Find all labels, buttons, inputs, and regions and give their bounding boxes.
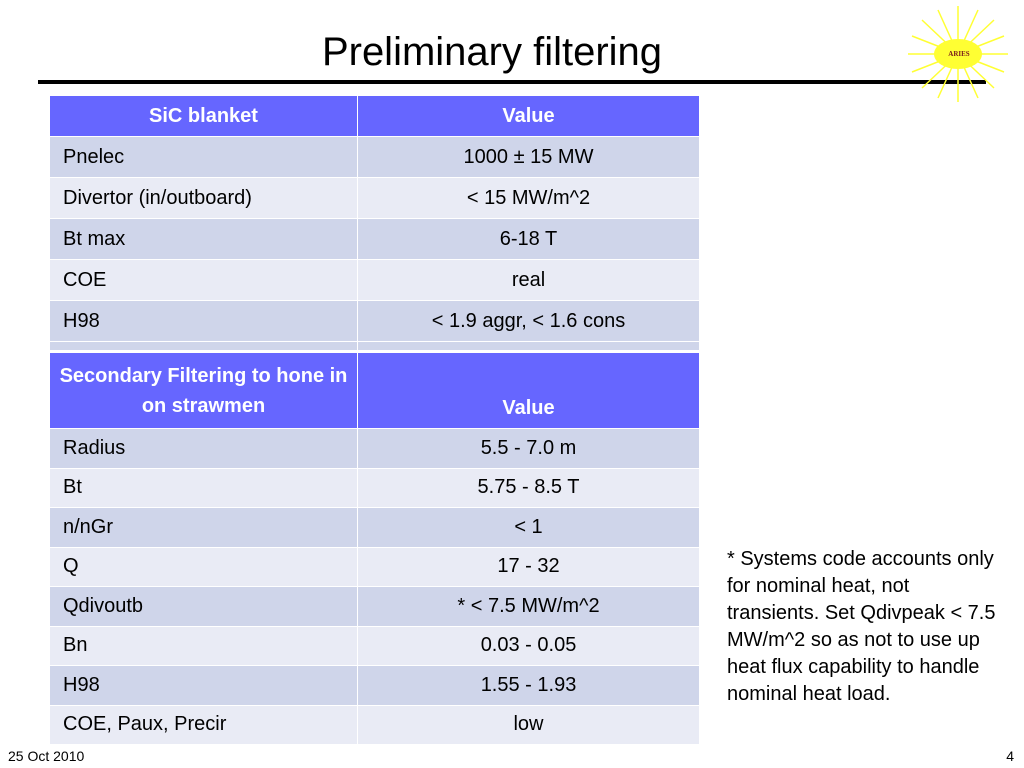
value-cell: 1.55 - 1.93 <box>357 665 700 706</box>
value-cell: 5.75 - 8.5 T <box>357 467 700 508</box>
secondary-filtering-table: Secondary Filtering to hone in on strawm… <box>49 352 700 745</box>
table-row: H98 1.55 - 1.93 <box>49 665 700 706</box>
slide-title: Preliminary filtering <box>321 30 663 74</box>
table-row: n/nGr < 1 <box>49 507 700 548</box>
table-row: H98 < 1.9 aggr, < 1.6 cons <box>49 300 700 342</box>
parameter-cell: COE <box>49 259 358 301</box>
column-header: SiC blanket <box>49 95 358 137</box>
parameter-cell: COE, Paux, Precir <box>49 704 358 745</box>
parameter-cell: Q <box>49 546 358 587</box>
parameter-cell: Pnelec <box>49 136 358 178</box>
value-cell: 5.5 - 7.0 m <box>357 428 700 469</box>
spacer-cell <box>49 341 358 351</box>
column-header: Secondary Filtering to hone in on strawm… <box>49 352 358 429</box>
value-cell: 6-18 T <box>357 218 700 260</box>
table-row: Q 17 - 32 <box>49 546 700 587</box>
footnote-text: * Systems code accounts only for nominal… <box>727 548 996 705</box>
table-row: COE, Paux, Precir low <box>49 704 700 745</box>
value-cell: * < 7.5 MW/m^2 <box>357 586 700 627</box>
value-cell: 17 - 32 <box>357 546 700 587</box>
parameter-cell: Radius <box>49 428 358 469</box>
parameter-cell: H98 <box>49 300 358 342</box>
value-cell: < 15 MW/m^2 <box>357 177 700 219</box>
sic-blanket-table: SiC blanket Value Pnelec 1000 ± 15 MW Di… <box>49 95 700 351</box>
parameter-cell: Divertor (in/outboard) <box>49 177 358 219</box>
parameter-cell: n/nGr <box>49 507 358 548</box>
value-cell: 0.03 - 0.05 <box>357 625 700 666</box>
column-header: Value <box>357 95 700 137</box>
value-cell: < 1 <box>357 507 700 548</box>
logo-text: ARIES <box>948 50 970 58</box>
table-header-row: Secondary Filtering to hone in on strawm… <box>49 352 700 429</box>
parameter-cell: Qdivoutb <box>49 586 358 627</box>
parameter-cell: Bn <box>49 625 358 666</box>
parameter-cell: Bt max <box>49 218 358 260</box>
table-spacer-row <box>49 341 700 351</box>
table-row: COE real <box>49 259 700 301</box>
column-header: Value <box>357 352 700 429</box>
table-header-row: SiC blanket Value <box>49 95 700 137</box>
spacer-cell <box>357 341 700 351</box>
table-row: Bt max 6-18 T <box>49 218 700 260</box>
value-cell: 1000 ± 15 MW <box>357 136 700 178</box>
footer-date: 25 Oct 2010 <box>8 748 85 764</box>
parameter-cell: Bt <box>49 467 358 508</box>
value-cell: < 1.9 aggr, < 1.6 cons <box>357 300 700 342</box>
table-row: Radius 5.5 - 7.0 m <box>49 428 700 469</box>
table-row: Divertor (in/outboard) < 15 MW/m^2 <box>49 177 700 219</box>
table-row: Bn 0.03 - 0.05 <box>49 625 700 666</box>
value-cell: real <box>357 259 700 301</box>
parameter-cell: H98 <box>49 665 358 706</box>
page-number: 4 <box>1006 748 1014 764</box>
value-cell: low <box>357 704 700 745</box>
title-divider <box>38 80 986 84</box>
table-row: Pnelec 1000 ± 15 MW <box>49 136 700 178</box>
table-row: Bt 5.75 - 8.5 T <box>49 467 700 508</box>
table-row: Qdivoutb * < 7.5 MW/m^2 <box>49 586 700 627</box>
aries-sun-logo <box>908 6 1008 102</box>
